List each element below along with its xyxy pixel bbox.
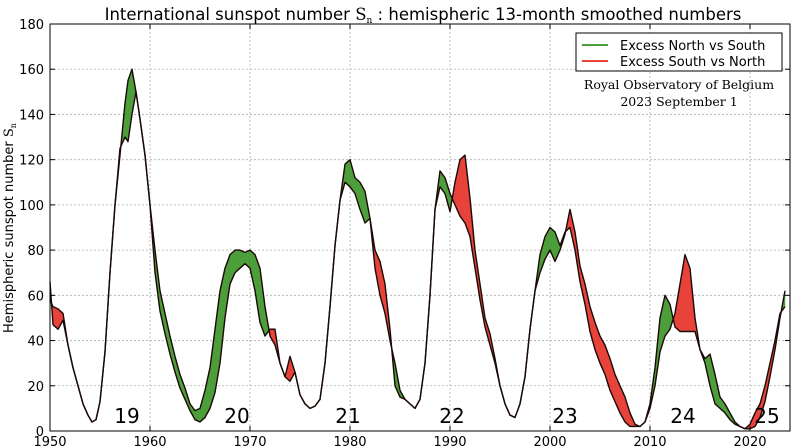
chart-title-subscript: n <box>367 16 373 26</box>
y-tick-label: 120 <box>19 154 44 169</box>
y-axis-label-symbol: S <box>2 128 17 137</box>
cycle-label: 23 <box>552 404 577 428</box>
x-tick-label: 1970 <box>233 435 266 447</box>
cycle-label: 21 <box>335 404 360 428</box>
date-annotation: 2023 September 1 <box>620 94 737 109</box>
difference-fills <box>49 69 786 430</box>
x-tick-label: 2010 <box>633 435 666 447</box>
x-axis: 1950 1960 1970 1980 1990 2000 2010 2020 <box>33 24 767 447</box>
y-tick-label: 160 <box>19 63 44 78</box>
south-hemisphere-line <box>49 91 786 430</box>
y-tick-label: 100 <box>19 199 44 214</box>
chart-title-symbol: S <box>355 5 366 24</box>
y-axis-label: Hemispheric sunspot number Sn <box>2 123 18 333</box>
y-tick-label: 180 <box>19 18 44 33</box>
y-tick-label: 140 <box>19 108 44 123</box>
cycle-label: 19 <box>114 404 139 428</box>
legend-box <box>575 32 783 72</box>
y-tick-label: 80 <box>27 244 44 259</box>
legend-label-south: Excess South vs North <box>620 55 765 70</box>
chart-title-main: International sunspot number <box>105 5 356 24</box>
x-tick-label: 2000 <box>533 435 566 447</box>
series-lines <box>49 68 786 430</box>
x-tick-label: 1990 <box>433 435 466 447</box>
cycle-label: 22 <box>439 404 464 428</box>
y-tick-label: 20 <box>27 380 44 395</box>
fill-south-excess <box>459 154 466 224</box>
y-tick-label: 0 <box>36 425 44 440</box>
y-axis-label-subscript: n <box>9 123 18 128</box>
x-tick-label: 2020 <box>733 435 766 447</box>
plot-frame <box>49 23 791 432</box>
chart-title-rest: : hemispheric 13-month smoothed numbers <box>372 5 741 24</box>
x-tick-label: 1980 <box>333 435 366 447</box>
cycle-labels: 19 20 21 22 23 24 25 <box>114 404 779 428</box>
y-axis-label-main: Hemispheric sunspot number <box>2 137 17 333</box>
y-axis: 0 20 40 60 80 100 120 140 160 180 <box>19 18 790 440</box>
observatory-annotation: Royal Observatory of Belgium <box>584 77 774 92</box>
x-tick-label: 1960 <box>133 435 166 447</box>
x-tick-label: 1950 <box>33 435 66 447</box>
legend: Excess North vs South Excess South vs No… <box>575 32 783 72</box>
legend-label-north: Excess North vs South <box>620 39 765 54</box>
y-tick-label: 60 <box>27 289 44 304</box>
y-tick-label: 40 <box>27 335 44 350</box>
cycle-label: 24 <box>670 404 695 428</box>
chart-title: International sunspot number Sn : hemisp… <box>105 5 742 26</box>
cycle-label: 20 <box>224 404 249 428</box>
cycle-label: 25 <box>754 404 779 428</box>
north-hemisphere-line <box>49 68 786 430</box>
